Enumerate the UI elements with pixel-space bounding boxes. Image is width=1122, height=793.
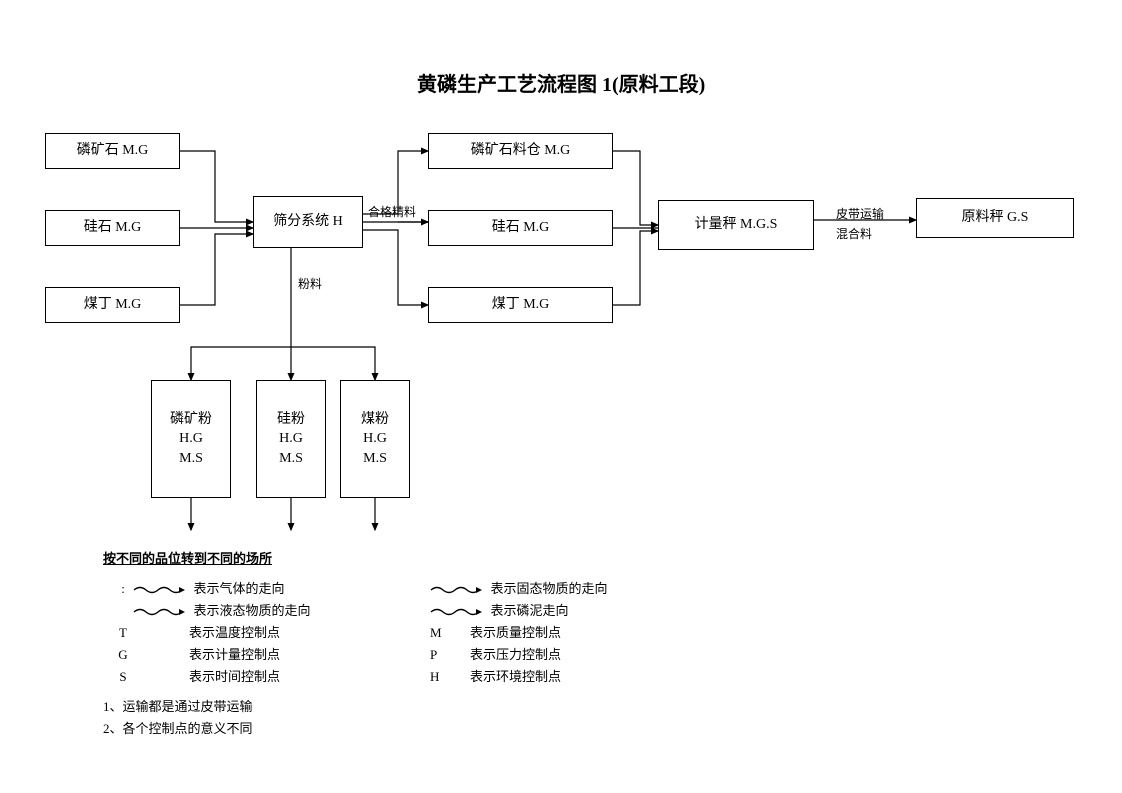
- node-label: 煤丁 M.G: [84, 295, 142, 315]
- node-si-powder: 硅粉 H.G M.S: [256, 380, 326, 498]
- edge-label-powder: 粉料: [298, 275, 322, 292]
- node-line: H.G: [179, 429, 203, 449]
- legend-row-right: P表示压力控制点: [430, 644, 561, 663]
- legend-note: 1、运输都是通过皮带运输: [103, 696, 253, 715]
- edge-label-qualified: 合格精料: [368, 203, 416, 220]
- legend-row-right: M表示质量控制点: [430, 622, 561, 641]
- legend-row-left: : 表示气体的走向: [113, 578, 285, 597]
- node-phos-powder: 磷矿粉 H.G M.S: [151, 380, 231, 498]
- node-phos-ore: 磷矿石 M.G: [45, 133, 180, 169]
- legend-heading: 按不同的品位转到不同的场所: [103, 548, 272, 567]
- legend-row-left: S表示时间控制点: [113, 666, 280, 685]
- node-label: 硅石 M.G: [84, 218, 142, 238]
- node-label: 原料秤 G.S: [962, 208, 1029, 228]
- node-coal: 煤丁 M.G: [45, 287, 180, 323]
- edge-label-belt2: 混合料: [836, 225, 872, 242]
- node-label: 磷矿石 M.G: [77, 141, 149, 161]
- node-silica-bin: 硅石 M.G: [428, 210, 613, 246]
- node-silica: 硅石 M.G: [45, 210, 180, 246]
- node-line: M.S: [363, 449, 387, 469]
- legend-row-right: H表示环境控制点: [430, 666, 561, 685]
- legend-row-left: G表示计量控制点: [113, 644, 280, 663]
- node-line: H.G: [279, 429, 303, 449]
- legend-note: 2、各个控制点的意义不同: [103, 718, 253, 737]
- node-label: 计量秤 M.G.S: [695, 215, 778, 235]
- legend-row-right: 表示固态物质的走向: [430, 578, 608, 597]
- legend-row-left: T表示温度控制点: [113, 622, 280, 641]
- node-label: 筛分系统 H: [273, 212, 343, 232]
- node-phos-bin: 磷矿石料仓 M.G: [428, 133, 613, 169]
- node-line: M.S: [179, 449, 203, 469]
- node-coal-bin: 煤丁 M.G: [428, 287, 613, 323]
- node-line: 磷矿粉: [170, 410, 212, 430]
- node-scale: 计量秤 M.G.S: [658, 200, 814, 250]
- node-line: 煤粉: [361, 410, 389, 430]
- node-line: 硅粉: [277, 410, 305, 430]
- node-raw-scale: 原料秤 G.S: [916, 198, 1074, 238]
- diagram-title: 黄磷生产工艺流程图 1(原料工段): [417, 68, 705, 97]
- node-label: 硅石 M.G: [492, 218, 550, 238]
- node-label: 煤丁 M.G: [492, 295, 550, 315]
- legend-row-right: 表示磷泥走向: [430, 600, 569, 619]
- node-coal-powder: 煤粉 H.G M.S: [340, 380, 410, 498]
- node-sieve: 筛分系统 H: [253, 196, 363, 248]
- node-label: 磷矿石料仓 M.G: [471, 141, 571, 161]
- node-line: H.G: [363, 429, 387, 449]
- legend-row-left: 表示液态物质的走向: [113, 600, 311, 619]
- edge-label-belt1: 皮带运输: [836, 205, 884, 222]
- node-line: M.S: [279, 449, 303, 469]
